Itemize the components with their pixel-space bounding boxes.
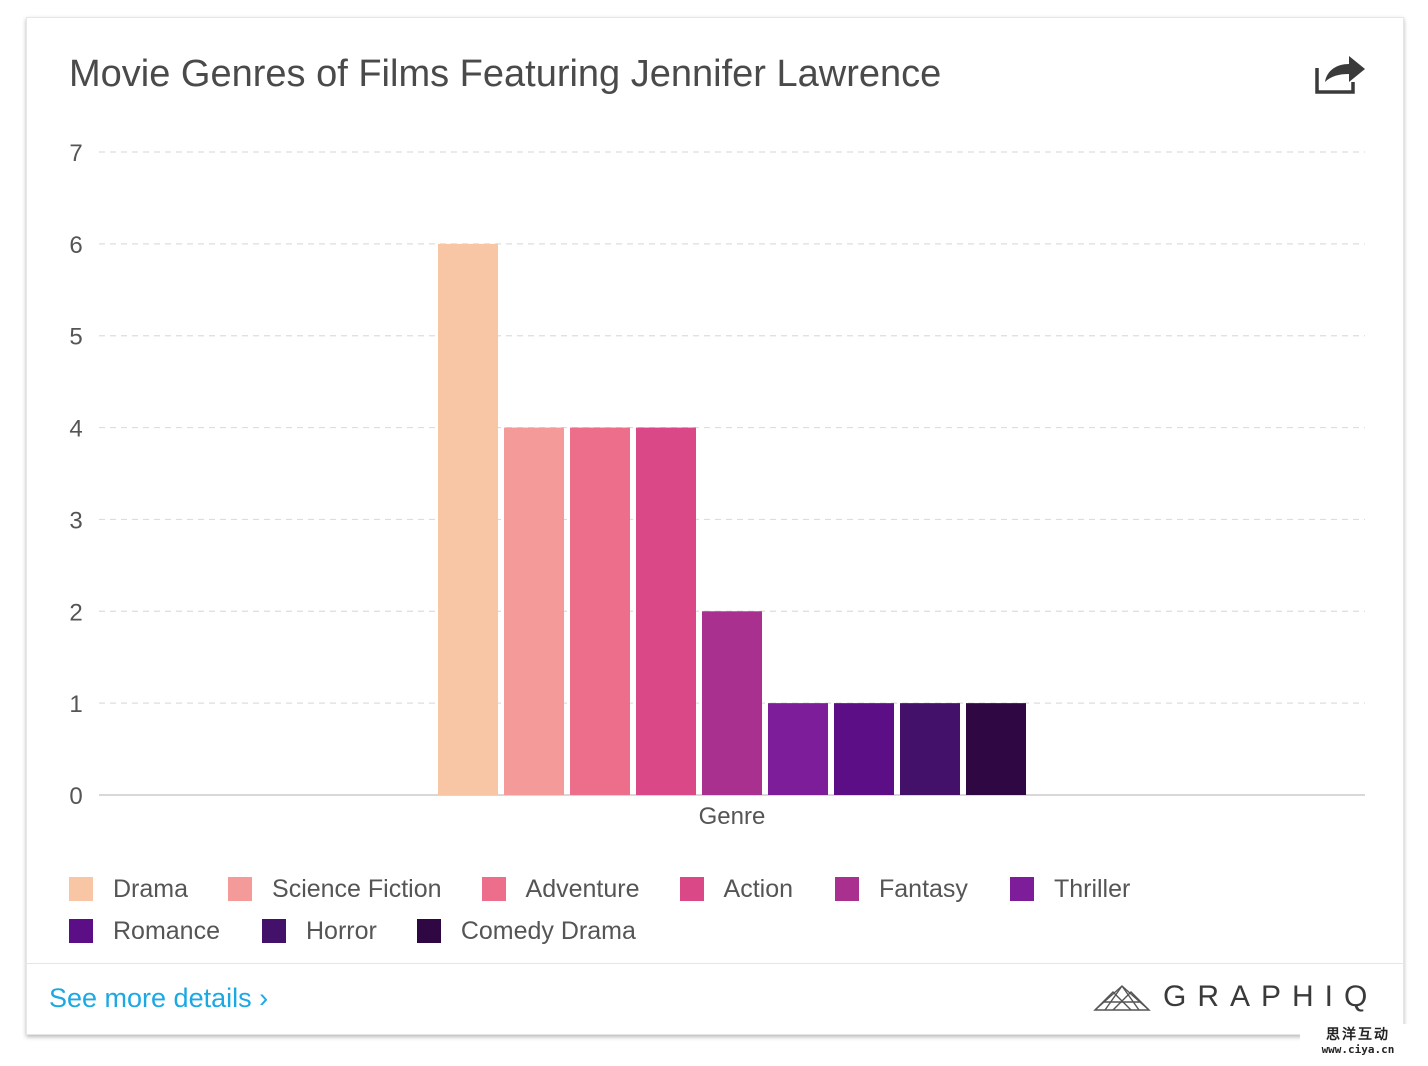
y-tick-label: 2 <box>69 599 82 626</box>
legend-label: Romance <box>113 916 220 945</box>
y-tick-label: 6 <box>69 232 82 259</box>
bar-comedy-drama <box>966 703 1026 795</box>
legend-swatch <box>835 877 859 901</box>
bar-horror <box>900 703 960 795</box>
bar-romance <box>834 703 894 795</box>
brand-logo: GRAPHIQ <box>1093 980 1378 1014</box>
y-tick-label: 5 <box>69 324 82 351</box>
y-tick-label: 0 <box>69 783 82 810</box>
legend-item-action[interactable]: Action <box>679 874 793 904</box>
legend-item-adventure[interactable]: Adventure <box>481 874 640 904</box>
watermark-url: www.ciya.cn <box>1321 1043 1395 1056</box>
y-tick-label: 7 <box>69 140 82 167</box>
y-tick-label: 3 <box>69 507 82 534</box>
bar-fantasy <box>702 611 762 795</box>
legend-item-comedy-drama[interactable]: Comedy Drama <box>416 916 636 946</box>
legend-item-horror[interactable]: Horror <box>262 917 377 946</box>
legend-label: Fantasy <box>879 874 968 903</box>
legend-swatch <box>69 919 93 943</box>
watermark-text: 思洋互动 <box>1326 1027 1390 1043</box>
chart-title: Movie Genres of Films Featuring Jennifer… <box>69 53 942 95</box>
legend-label: Horror <box>306 916 377 945</box>
x-axis-label: Genre <box>699 803 766 830</box>
legend-item-science-fiction[interactable]: Science Fiction <box>228 875 442 904</box>
legend-swatch <box>1009 877 1034 901</box>
legend-row: Romance Horror Comedy Drama <box>69 910 1319 952</box>
legend-item-romance[interactable]: Romance <box>69 917 220 946</box>
legend-item-fantasy[interactable]: Fantasy <box>835 875 968 904</box>
bar-action <box>636 427 696 795</box>
bar-chart: 0 1 2 3 4 5 6 7 Genre <box>69 140 1365 830</box>
legend-swatch <box>69 877 93 901</box>
legend-label: Adventure <box>525 874 640 903</box>
bar-science-fiction <box>504 427 564 795</box>
legend-swatch <box>228 877 253 901</box>
chart-card: Movie Genres of Films Featuring Jennifer… <box>26 17 1404 1035</box>
legend-swatch <box>416 919 441 943</box>
legend-label: Action <box>723 874 793 903</box>
chart-legend: Drama Science Fiction Adventure Action Fanta… <box>69 868 1319 952</box>
legend-swatch <box>481 877 506 901</box>
graphiq-logo-icon <box>1093 985 1151 1011</box>
bar-thriller <box>768 703 828 795</box>
y-tick-label: 1 <box>69 691 82 718</box>
brand-name: GRAPHIQ <box>1163 980 1379 1013</box>
legend-label: Drama <box>113 874 189 903</box>
footer-divider <box>27 963 1403 964</box>
legend-item-drama[interactable]: Drama <box>69 875 188 904</box>
legend-swatch <box>262 919 286 943</box>
legend-label: Thriller <box>1053 874 1131 903</box>
bar-adventure <box>570 427 630 795</box>
watermark: 思洋互动 www.ciya.cn <box>1300 1024 1416 1058</box>
see-more-details-link[interactable]: See more details › <box>49 983 269 1013</box>
legend-label: Science Fiction <box>272 874 442 903</box>
legend-item-thriller[interactable]: Thriller <box>1009 874 1131 904</box>
share-icon[interactable] <box>1315 52 1367 94</box>
legend-row: Drama Science Fiction Adventure Action Fanta… <box>69 868 1319 910</box>
legend-label: Comedy Drama <box>460 916 636 945</box>
bar-drama <box>438 243 498 795</box>
y-tick-label: 4 <box>69 416 82 443</box>
legend-swatch <box>679 877 704 901</box>
